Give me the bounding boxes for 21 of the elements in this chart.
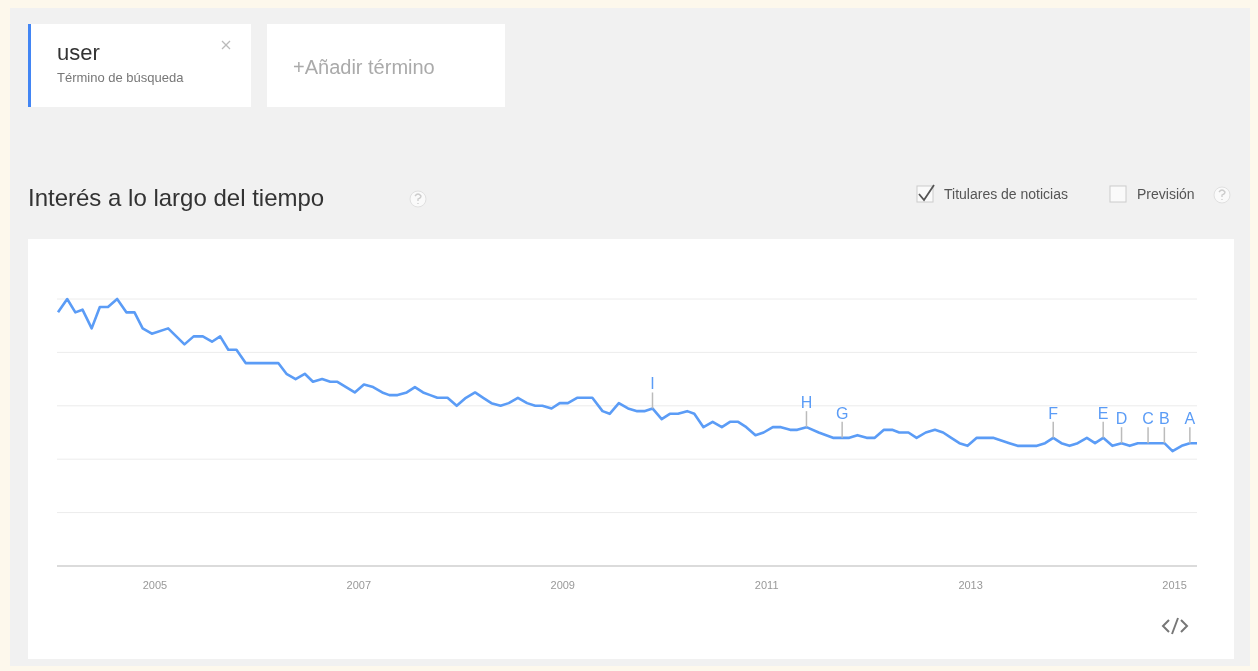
text: Término de búsqueda bbox=[57, 70, 185, 85]
text: Titulares de noticias bbox=[944, 186, 1068, 202]
text: +Añadir término bbox=[293, 56, 435, 78]
x-tick-label: 2011 bbox=[754, 579, 779, 591]
text: Previsión bbox=[1137, 186, 1195, 202]
chart-title: Interés a lo largo del tiempo bbox=[28, 184, 325, 211]
annotation: E bbox=[1097, 404, 1109, 422]
annotation: G bbox=[835, 404, 849, 422]
annotation: D bbox=[1115, 410, 1128, 428]
annotation: F bbox=[1048, 404, 1059, 422]
annotation: H bbox=[800, 394, 813, 412]
annotation: I bbox=[650, 375, 655, 393]
x-tick-label: 2015 bbox=[1162, 579, 1187, 591]
x-tick-label: 2009 bbox=[550, 579, 575, 591]
text: user bbox=[57, 40, 100, 65]
x-tick-label: 2013 bbox=[958, 579, 983, 591]
x-tick-label: 2007 bbox=[346, 579, 372, 591]
annotation: B bbox=[1159, 410, 1170, 428]
annotation: A bbox=[1184, 410, 1196, 428]
x-tick-label: 2005 bbox=[142, 579, 168, 591]
annotation: C bbox=[1142, 410, 1154, 428]
